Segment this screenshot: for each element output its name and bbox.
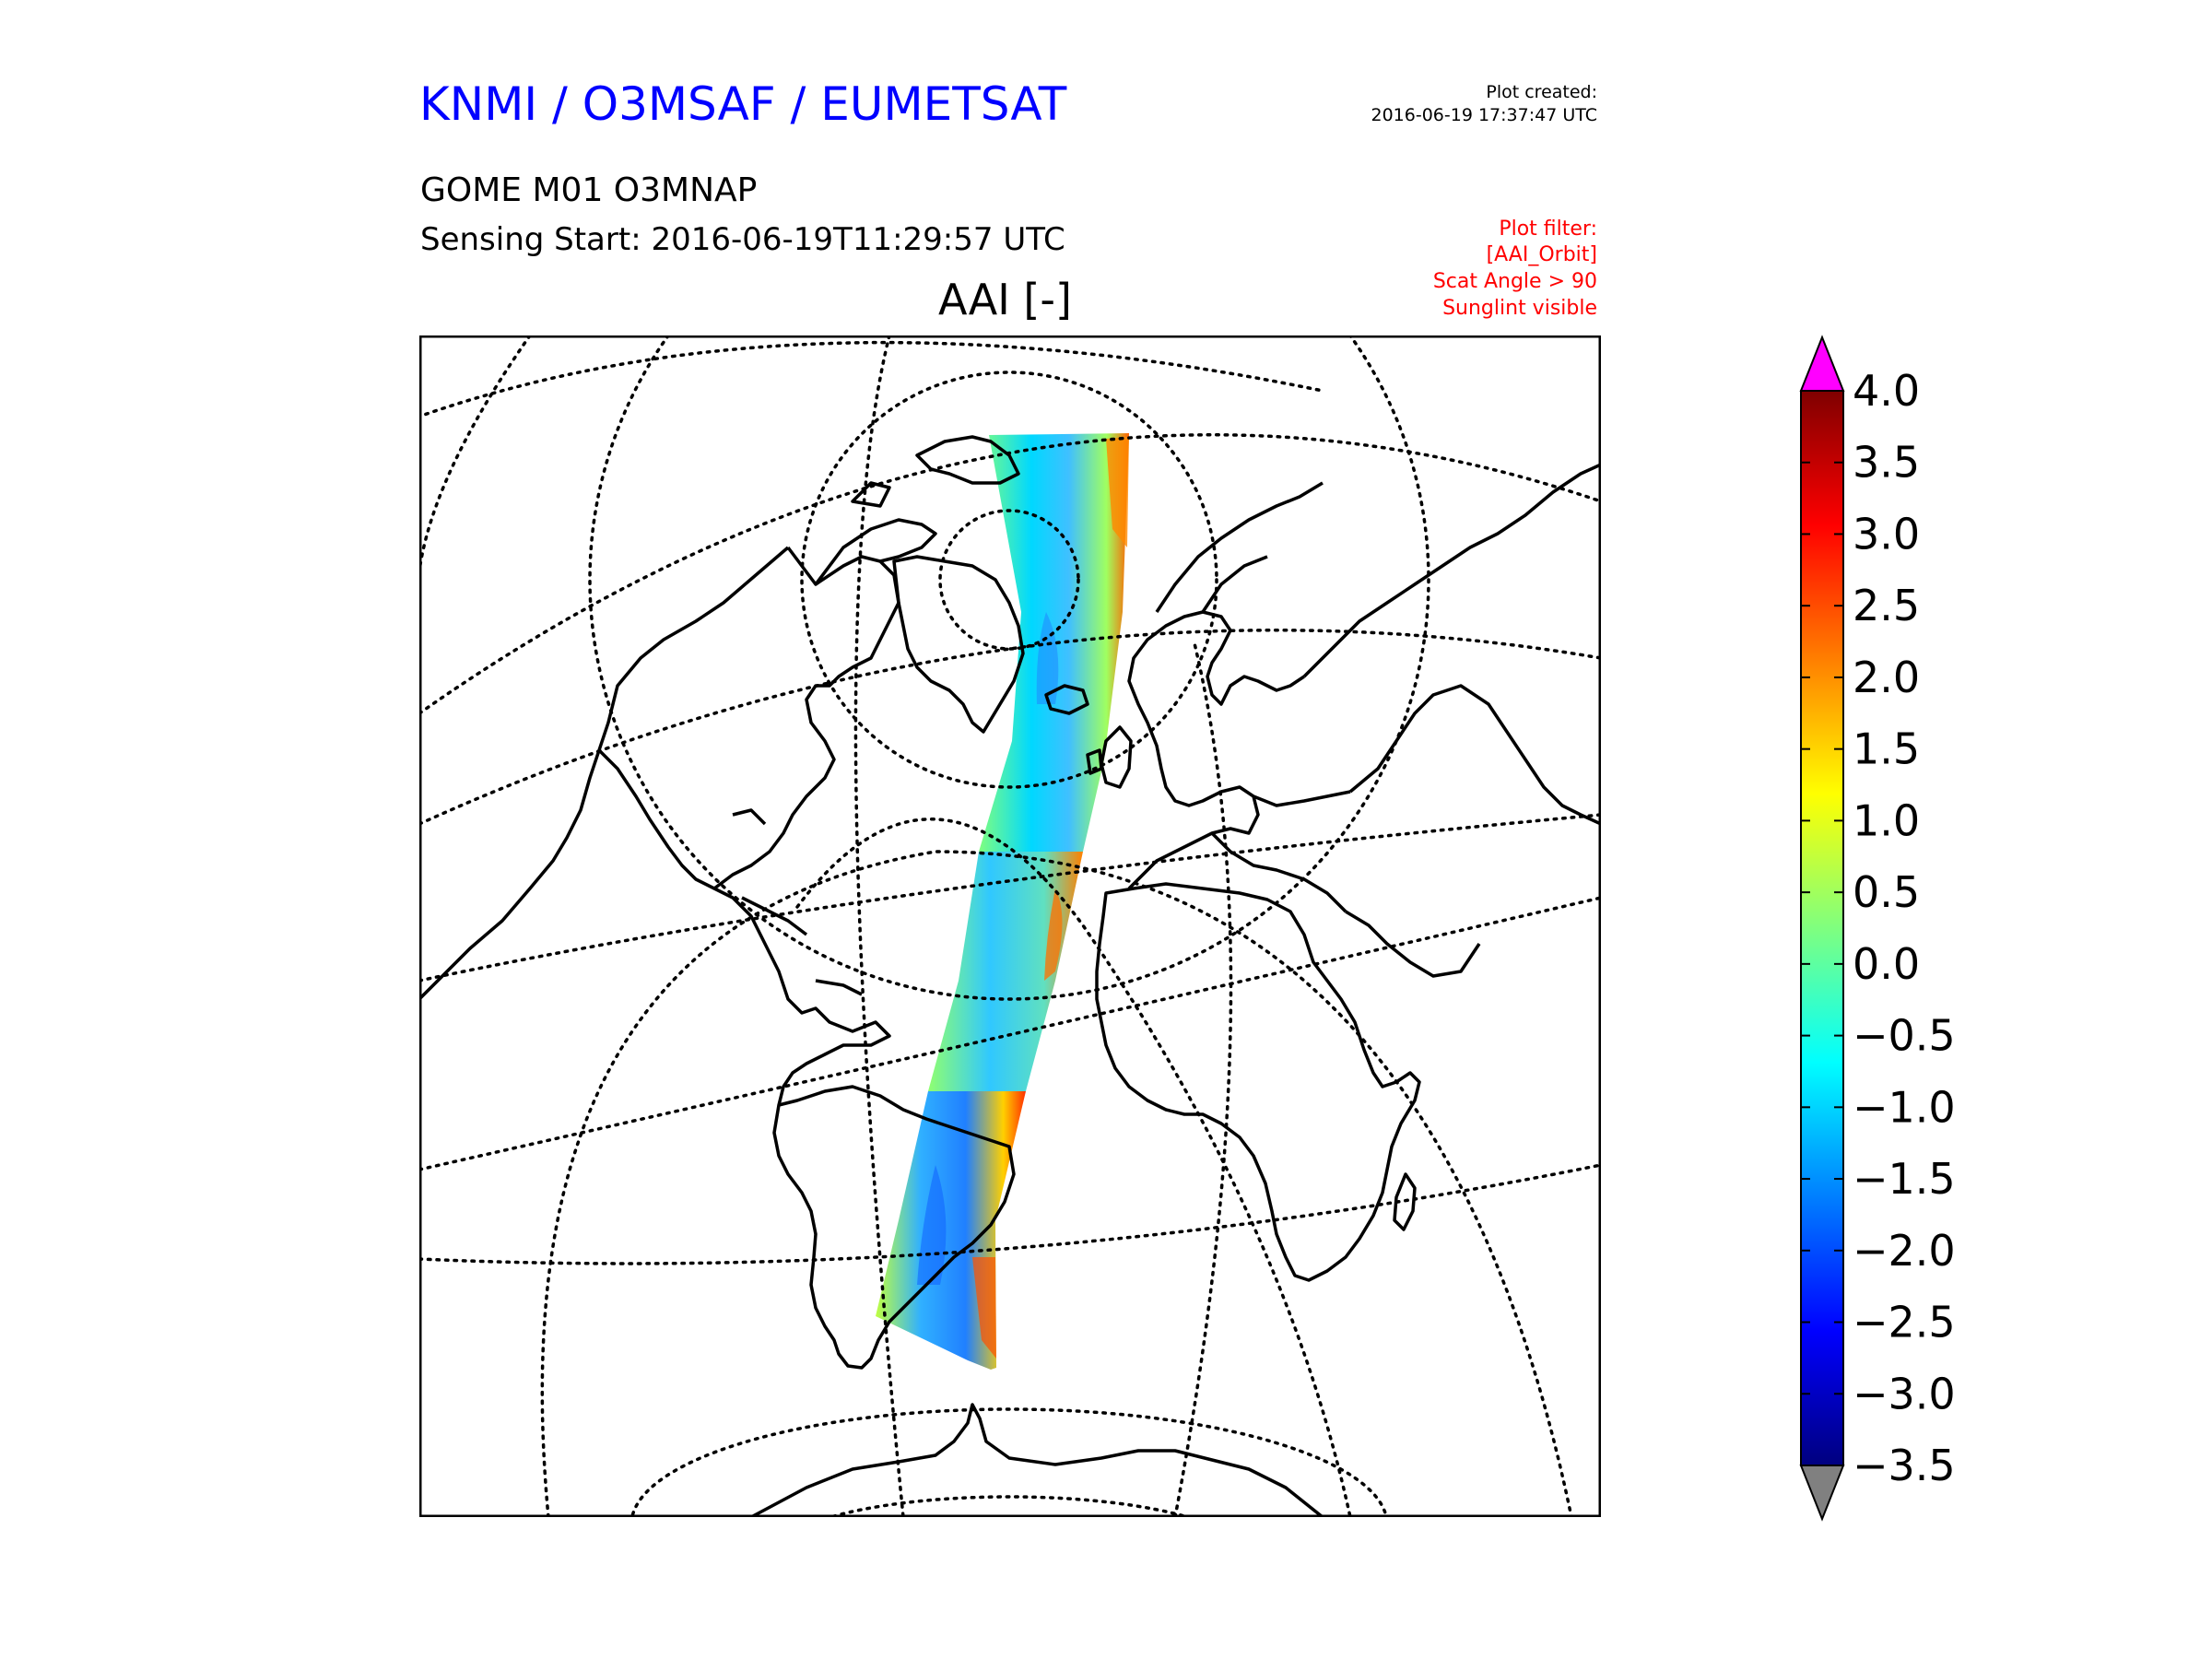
colorbar-over-arrow [1799,335,1845,392]
coastline-antarctica [750,1403,1324,1517]
colorbar-tick-label: −3.0 [1853,1369,1956,1418]
colorbar-tick-label: −1.0 [1853,1082,1956,1132]
org-title: KNMI / O3MSAF / EUMETSAT [419,77,1067,131]
sensing-start-line: Sensing Start: 2016-06-19T11:29:57 UTC [420,221,1065,258]
colorbar-tick-label: 1.0 [1853,795,1920,845]
colorbar-tick-label: 3.5 [1853,438,1920,488]
coastline-europe [1127,610,1351,913]
map-frame [419,335,1601,1517]
plot-filter-line: [AAI_Orbit] [1486,243,1597,266]
coastline-scandinavia [1155,481,1324,613]
colorbar-tick-label: 1.5 [1853,724,1920,774]
colorbar-tick-label: 2.5 [1853,581,1920,630]
plot-created-time: 2016-06-19 17:37:47 UTC [1371,105,1598,125]
coastline-madagascar [1393,1172,1417,1231]
colorbar-tick-label: −2.0 [1853,1226,1956,1276]
product-line: GOME M01 O3MNAP [420,171,758,209]
plot-created-label: Plot created: [1486,82,1597,102]
plot-filter-line: Plot filter: [1499,218,1597,241]
variable-title: AAI [-] [938,275,1072,324]
coastline-south-america [772,1085,1016,1370]
graticule [419,335,1601,1517]
colorbar-tick-label: −2.5 [1853,1298,1956,1347]
colorbar-tick-label: −3.5 [1853,1441,1956,1490]
colorbar-tick-label: 4.0 [1853,366,1920,416]
colorbar-body [1800,390,1844,1466]
coastline-north-america [419,546,900,1106]
aai-high-patch [1044,888,1063,981]
aai-high-patch [1106,437,1129,547]
coastline-uk [1086,725,1133,789]
aai-swath-mid [928,852,1083,1091]
coastline-iceland [1044,684,1089,715]
plot-filter-line: Sunglint visible [1442,297,1597,320]
colorbar-tick-label: 2.0 [1853,653,1920,702]
coastline-arctic-islands [814,435,1020,586]
coastline-greenland [892,555,1025,734]
colorbar-tick-label: 0.5 [1853,867,1920,917]
coastline-asia [1302,463,1601,978]
colorbar-under-arrow [1799,1465,1845,1522]
aai-high-patch [972,1257,996,1359]
colorbar-tick-label: 3.0 [1853,509,1920,559]
coastline-africa [1095,882,1421,1282]
colorbar-tick-label: −1.5 [1853,1154,1956,1204]
coastline-caribbean [732,808,863,996]
map-plot [419,335,1601,1517]
plot-filter-line: Scat Angle > 90 [1432,270,1597,293]
colorbar-tick-label: −0.5 [1853,1011,1956,1061]
colorbar: 4.0 3.5 3.0 2.5 2.0 1.5 1.0 0.5 0.0 −0.5 −1.0 −1.5 −… [1799,335,1956,1522]
colorbar-tick-label: 0.0 [1853,939,1920,989]
coastlines [419,435,1601,1517]
